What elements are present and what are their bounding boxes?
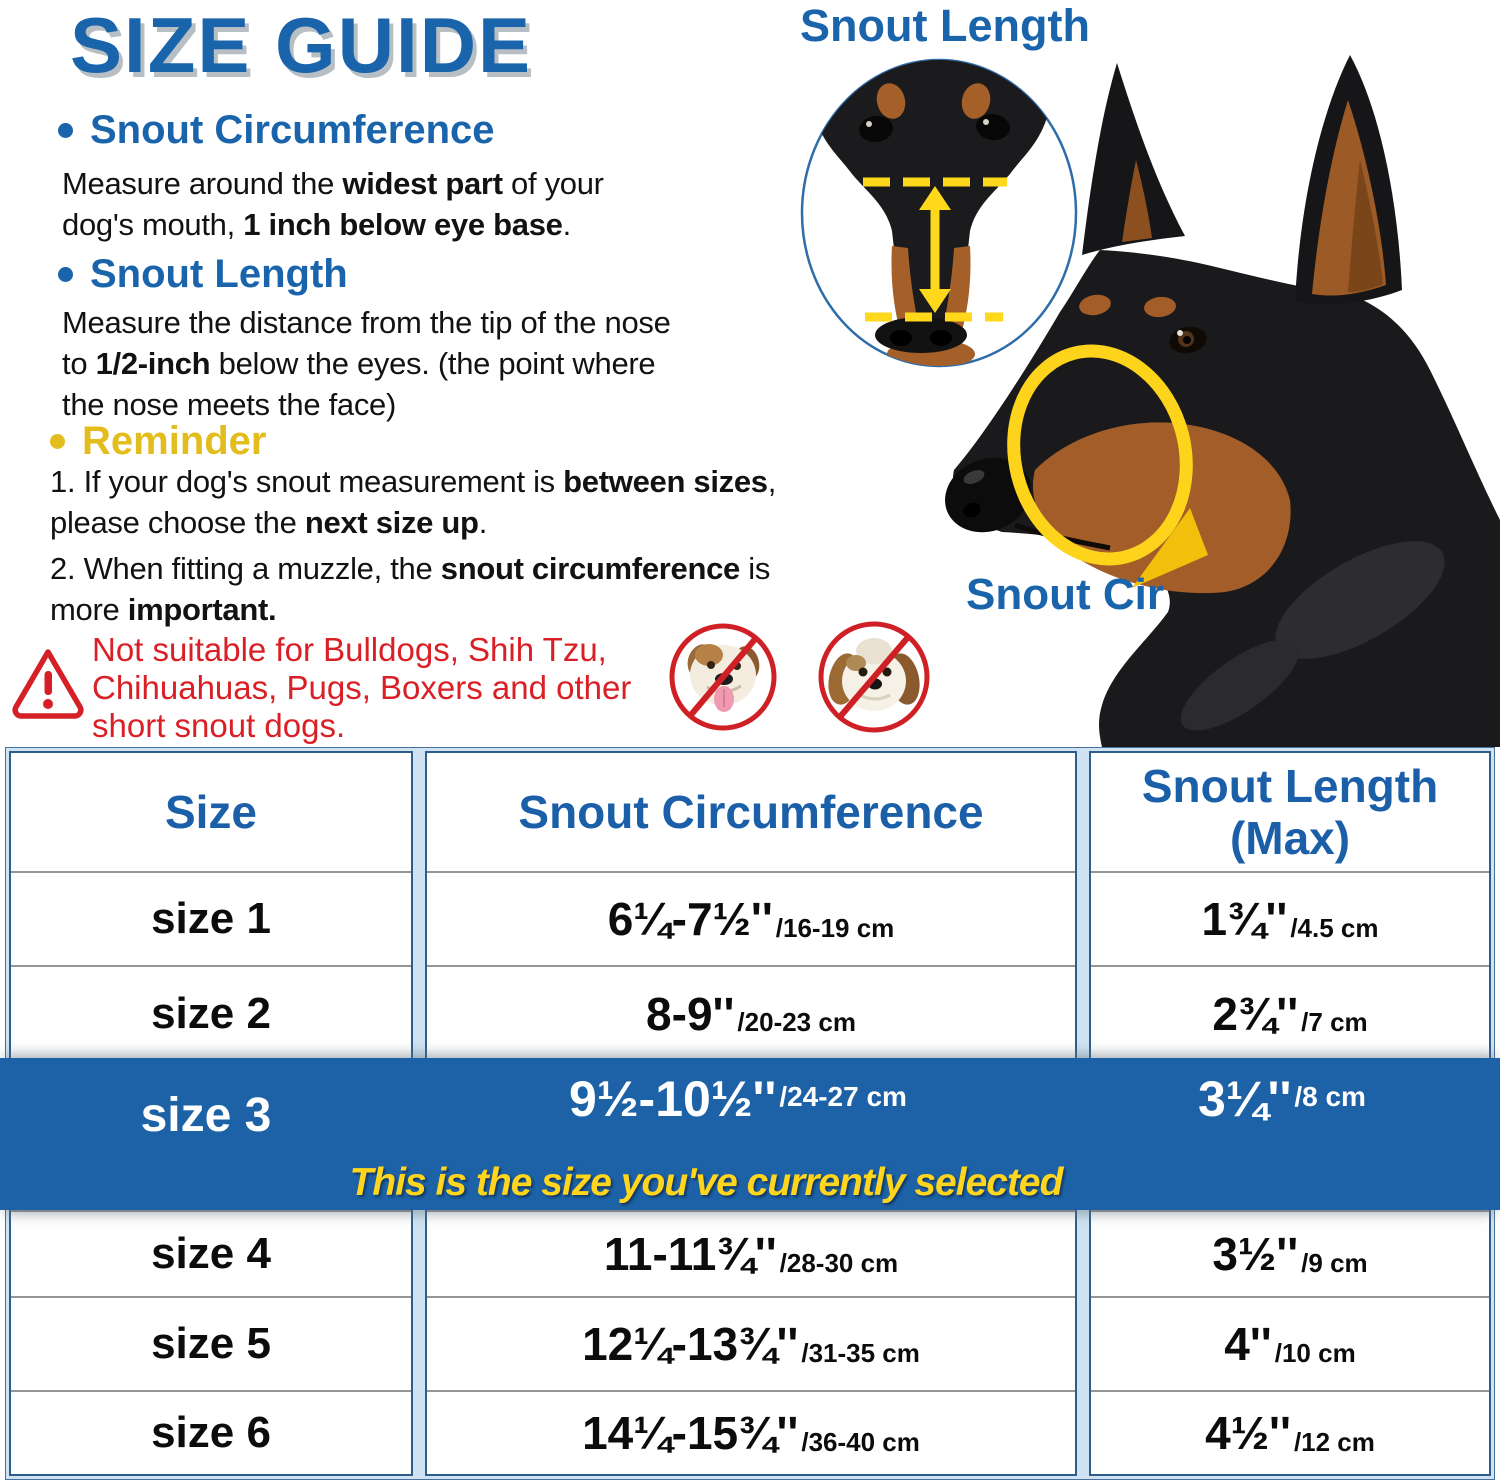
table-length-value: 2¾'' — [1212, 987, 1299, 1040]
table-circumference-value: 8-9'' — [646, 987, 735, 1040]
table-circumference-value-cm: /31-35 cm — [801, 1337, 920, 1368]
table-cell: 3½''/9 cm — [1091, 1210, 1489, 1296]
table-size-value: size 1 — [151, 894, 271, 943]
text-line: Measure the distance from the tip of the… — [62, 305, 671, 340]
table-circumference-value-cm: /16-19 cm — [775, 912, 895, 943]
warning-text: Not suitable for Bulldogs, Shih Tzu, Chi… — [92, 631, 631, 745]
selected-size-row: size 3 9½-10½'' /24-27 cm 3¼'' /8 cm Thi… — [0, 1058, 1500, 1210]
snout-length-description: Measure the distance from the tip of the… — [62, 302, 671, 425]
table-size-value: size 4 — [151, 1229, 271, 1278]
bullet-icon — [58, 267, 73, 282]
snout-length-diagram — [800, 58, 1078, 368]
page-title: SIZE GUIDE — [70, 1, 533, 89]
table-size-value: size 6 — [151, 1408, 271, 1457]
table-length-value: 4½'' — [1205, 1407, 1291, 1459]
no-shihtzu-icon — [818, 621, 930, 733]
table-cell: size 2 — [11, 965, 411, 1060]
table-size-value: size 5 — [151, 1319, 271, 1368]
snout-cir-figure-label: Snout Cir — [966, 570, 1164, 619]
reminder-item-2: 2. When fitting a muzzle, the snout circ… — [50, 548, 770, 630]
table-cell: 4''/10 cm — [1091, 1296, 1489, 1390]
table-circumference-value: 14¼-15¾'' — [582, 1407, 799, 1459]
snout-length-figure-label: Snout Length — [800, 0, 1090, 51]
measure-arrow-icon — [919, 186, 951, 313]
text-line: dog's mouth, 1 inch below eye base. — [62, 207, 571, 242]
section-heading-reminder: Reminder — [50, 419, 267, 464]
table-cell: size 5 — [11, 1296, 411, 1390]
table-length-value: 1¾'' — [1201, 893, 1288, 945]
table-circumference-value-cm: /36-40 cm — [801, 1426, 920, 1457]
table-cell: 4½''/12 cm — [1091, 1390, 1489, 1474]
table-length-value: 3½'' — [1212, 1228, 1299, 1280]
table-cell: size 4 — [11, 1210, 411, 1296]
table-circumference-value-cm: /20-23 cm — [737, 1007, 856, 1037]
text-line: 1. If your dog's snout measurement is be… — [50, 464, 777, 499]
table-circumference-value-cm: /28-30 cm — [779, 1247, 899, 1278]
table-cell: 6¼-7½''/16-19 cm — [427, 871, 1075, 965]
reminder-item-1: 1. If your dog's snout measurement is be… — [50, 461, 776, 543]
table-cell: 11-11¾''/28-30 cm — [427, 1210, 1075, 1296]
warning-line: Chihuahuas, Pugs, Boxers and other — [92, 669, 632, 706]
text-line: to 1/2-inch below the eyes. (the point w… — [62, 346, 656, 381]
table-cell: size 1 — [11, 871, 411, 965]
bullet-icon — [50, 434, 65, 449]
table-length-value-cm: /7 cm — [1301, 1007, 1368, 1037]
snout-circumference-arrow-icon — [1007, 344, 1208, 588]
doberman-photo — [945, 55, 1500, 747]
text-line: please choose the next size up. — [50, 505, 488, 540]
bullet-icon — [58, 123, 73, 138]
warning-line: short snout dogs. — [92, 707, 346, 744]
selected-size-label: size 3 — [140, 1089, 272, 1142]
selected-size-note: This is the size you've currently select… — [349, 1161, 1064, 1204]
table-cell: 8-9''/20-23 cm — [427, 965, 1075, 1060]
table-length-value-cm: /12 cm — [1293, 1426, 1375, 1457]
table-length-value-cm: /10 cm — [1274, 1337, 1356, 1368]
column-header-circumference: Snout Circumference — [518, 786, 984, 838]
table-cell: 2¾''/7 cm — [1091, 965, 1489, 1060]
table-cell: 14¼-15¾''/36-40 cm — [427, 1390, 1075, 1474]
table-circumference-value: 11-11¾'' — [603, 1228, 777, 1280]
column-header-length: Snout Length (Max) — [1141, 760, 1439, 864]
table-length-value-cm: /9 cm — [1301, 1247, 1368, 1278]
table-length-value-cm: /4.5 cm — [1290, 912, 1379, 943]
no-bulldog-icon — [669, 623, 777, 731]
warning-line: Not suitable for Bulldogs, Shih Tzu, — [92, 631, 607, 668]
section-heading-snout-length: Snout Length — [58, 252, 348, 297]
table-cell: 12¼-13¾''/31-35 cm — [427, 1296, 1075, 1390]
warning-triangle-icon — [12, 649, 84, 719]
section-heading-snout-circumference: Snout Circumference — [58, 108, 495, 153]
text-line: more important. — [50, 592, 277, 627]
text-line: the nose meets the face) — [62, 387, 396, 422]
table-cell: size 6 — [11, 1390, 411, 1474]
column-header-size: Size — [164, 786, 258, 838]
table-circumference-value: 12¼-13¾'' — [582, 1318, 799, 1370]
text-line: Measure around the widest part of your — [62, 166, 604, 201]
selected-length-value: 3¼'' /8 cm — [1198, 1071, 1366, 1127]
table-length-value: 4'' — [1224, 1318, 1272, 1370]
snout-circumference-description: Measure around the widest part of your do… — [62, 163, 604, 245]
table-circumference-value: 6¼-7½'' — [607, 893, 773, 945]
selected-circumference-value: 9½-10½'' /24-27 cm — [569, 1071, 907, 1127]
text-line: 2. When fitting a muzzle, the snout circ… — [50, 551, 771, 586]
table-size-value: size 2 — [151, 988, 271, 1038]
doberman-eye — [1169, 326, 1207, 354]
table-cell: 1¾''/4.5 cm — [1091, 871, 1489, 965]
